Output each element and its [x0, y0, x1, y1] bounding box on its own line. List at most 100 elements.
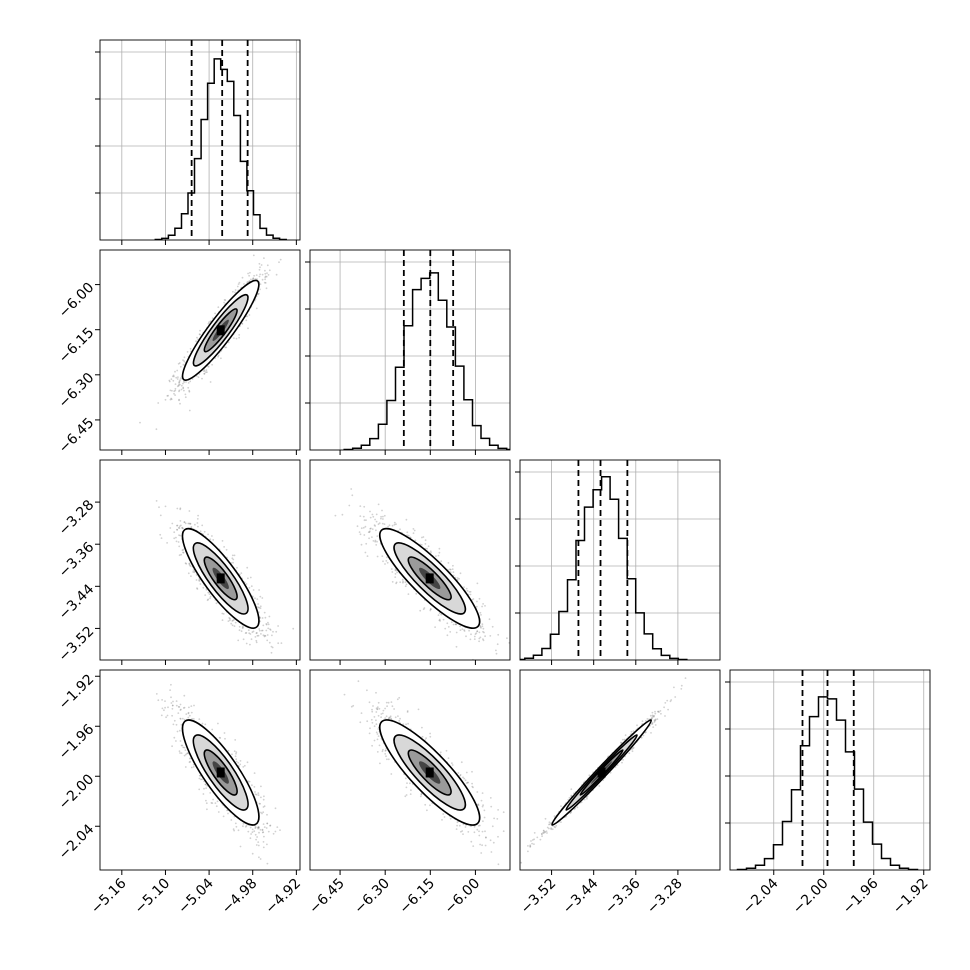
scatter-point — [395, 582, 397, 585]
scatter-point — [198, 774, 201, 777]
scatter-point — [235, 760, 238, 763]
scatter-point — [380, 515, 382, 518]
scatter-point — [238, 281, 241, 284]
scatter-point — [194, 523, 196, 526]
scatter-point — [252, 277, 255, 280]
scatter-point — [178, 525, 181, 528]
scatter-point — [169, 389, 172, 392]
scatter-point — [183, 521, 186, 523]
scatter-point — [176, 385, 179, 388]
scatter-point — [237, 761, 240, 764]
scatter-point — [239, 760, 242, 762]
scatter-point — [188, 522, 191, 525]
scatter-point — [260, 796, 262, 799]
scatter-point — [232, 828, 235, 831]
scatter-point — [224, 299, 227, 302]
scatter-point — [181, 717, 184, 720]
scatter-point — [495, 652, 498, 655]
scatter-point — [211, 728, 214, 731]
scatter-point — [171, 389, 173, 392]
scatter-point — [422, 608, 425, 611]
scatter-point — [178, 381, 181, 384]
scatter-point — [245, 642, 248, 645]
scatter-point — [205, 787, 208, 789]
panel-frame — [309, 249, 511, 451]
scatter-point — [278, 261, 280, 264]
scatter-point — [177, 362, 180, 365]
scatter-point — [482, 630, 484, 633]
scatter-point — [262, 634, 265, 637]
scatter-point — [452, 571, 455, 573]
scatter-point — [182, 363, 185, 366]
scatter-point — [203, 372, 206, 375]
scatter-point — [211, 802, 214, 804]
scatter-point — [183, 718, 186, 721]
scatter-point — [469, 590, 472, 593]
scatter-point — [188, 562, 191, 565]
scatter-point — [476, 600, 478, 603]
scatter-point — [231, 557, 234, 560]
scatter-point — [465, 635, 467, 638]
scatter-point — [182, 551, 184, 554]
scatter-point — [473, 638, 476, 640]
scatter-point — [348, 504, 351, 507]
scatter-point — [391, 581, 394, 583]
scatter-point — [365, 519, 367, 521]
y-tick-label: −6.00 — [56, 280, 98, 322]
scatter-point — [179, 365, 182, 368]
scatter-point — [265, 629, 268, 632]
scatter-point — [253, 830, 256, 833]
scatter-point — [212, 539, 215, 541]
scatter-point — [180, 553, 183, 556]
scatter-point — [270, 651, 273, 654]
scatter-point — [253, 274, 256, 277]
scatter-point — [438, 551, 441, 554]
scatter-point — [159, 533, 162, 536]
scatter-point — [429, 608, 432, 610]
scatter-point — [189, 565, 192, 567]
scatter-point — [196, 587, 198, 589]
scatter-point — [203, 530, 206, 533]
scatter-point — [171, 375, 174, 378]
scatter-point — [412, 532, 415, 535]
scatter-point — [251, 852, 254, 855]
scatter-point — [261, 617, 264, 619]
scatter-point — [364, 525, 367, 528]
scatter-point — [376, 540, 378, 543]
scatter-point — [237, 639, 240, 642]
scatter-point — [267, 274, 270, 276]
scatter-point — [350, 488, 353, 490]
scatter-point — [235, 751, 238, 754]
scatter-point — [157, 402, 160, 404]
scatter-point — [476, 630, 479, 633]
scatter-point — [168, 379, 171, 382]
scatter-point — [179, 383, 181, 386]
scatter-point — [187, 382, 190, 384]
scatter-point — [249, 271, 251, 274]
scatter-point — [160, 714, 163, 717]
scatter-point — [238, 629, 241, 632]
scatter-point — [284, 248, 286, 250]
scatter-point — [183, 360, 186, 363]
scatter-point — [395, 569, 398, 572]
scatter-point — [182, 746, 185, 749]
scatter-point — [204, 371, 207, 373]
scatter-point — [167, 706, 169, 709]
scatter-point — [266, 862, 269, 865]
scatter-point — [247, 577, 249, 580]
scatter-point — [178, 384, 180, 386]
scatter-point — [482, 627, 485, 630]
scatter-point — [204, 594, 207, 596]
scatter-point — [370, 527, 372, 530]
scatter-point — [268, 269, 271, 272]
scatter-point — [155, 428, 158, 431]
scatter-point — [368, 531, 371, 534]
scatter-point — [220, 357, 222, 360]
scatter-point — [188, 390, 191, 393]
scatter-point — [360, 527, 363, 530]
scatter-point — [216, 800, 219, 803]
scatter-point — [359, 505, 362, 507]
scatter-point — [209, 320, 212, 323]
panel-2-2 — [515, 459, 721, 665]
